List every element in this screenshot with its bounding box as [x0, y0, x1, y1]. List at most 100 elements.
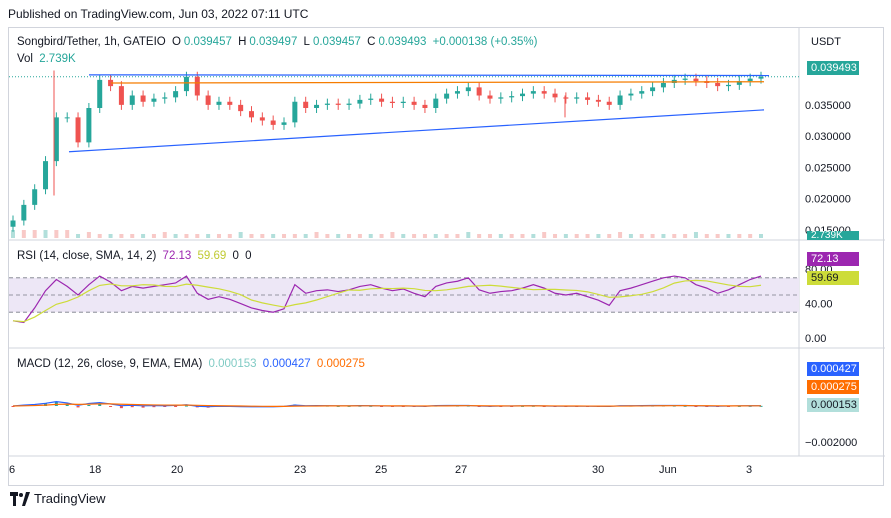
macd-histogram-bar	[174, 406, 178, 407]
candle-body	[75, 117, 81, 143]
price-axis-label: 0.025000	[805, 162, 851, 174]
volume-bar	[119, 234, 124, 238]
macd-histogram-bar	[683, 405, 687, 407]
candle-body	[541, 91, 547, 94]
volume-bar	[498, 234, 503, 238]
rsi-sma-tag: 59.69	[807, 271, 859, 285]
macd-histogram-bar	[163, 406, 167, 407]
volume-bar	[715, 234, 720, 238]
volume-bar	[292, 234, 297, 238]
macd-histogram-bar	[130, 406, 134, 408]
macd-signal-line	[12, 403, 762, 407]
volume-bar	[195, 234, 200, 238]
volume-bar	[596, 234, 601, 238]
high-value: 0.039497	[249, 36, 298, 48]
volume-bar	[86, 232, 91, 238]
rsi-axis-label: 40.00	[805, 299, 833, 311]
rsi-extra-2: 0	[245, 250, 252, 262]
volume-bar	[390, 232, 395, 238]
macd-histogram-bar	[184, 405, 188, 407]
candle-body	[509, 96, 515, 98]
volume-bar	[455, 234, 460, 238]
candle-body	[162, 97, 168, 99]
candle-body	[97, 79, 103, 108]
candle-body	[617, 95, 623, 105]
volume-bar	[520, 234, 525, 238]
price-axis-label: 0.030000	[805, 131, 851, 143]
candle-body	[736, 81, 742, 85]
time-axis-label: 30	[592, 464, 604, 476]
time-axis-label: 23	[294, 464, 306, 476]
volume-bar	[43, 230, 48, 238]
volume-bar	[726, 234, 731, 238]
volume-bar	[249, 234, 254, 238]
time-axis-label: 20	[171, 464, 183, 476]
candle-body	[628, 93, 634, 96]
volume-tag: 2.739K	[807, 231, 859, 240]
candle-body	[21, 204, 27, 221]
open-value: 0.039457	[183, 36, 232, 48]
rsi-axis-label: 0.00	[805, 333, 826, 345]
volume-bar	[314, 232, 319, 238]
candle-body	[552, 93, 558, 98]
candle-body	[118, 86, 124, 105]
candle-body	[530, 91, 536, 94]
macd-histogram-bar	[694, 406, 698, 407]
macd-legend: MACD (12, 26, close, 9, EMA, EMA) 0.0001…	[17, 358, 368, 370]
volume-bar	[21, 230, 26, 238]
time-axis-label: 25	[375, 464, 387, 476]
macd-histogram-bar	[87, 405, 91, 407]
symbol-title: Songbird/Tether, 1h, GATEIO	[17, 36, 166, 48]
macd-histogram-bar	[119, 406, 123, 409]
volume-bar	[759, 234, 763, 238]
candle-body	[379, 98, 385, 102]
candle-body	[64, 117, 70, 119]
volume-bar	[683, 234, 688, 238]
candle-body	[639, 91, 645, 94]
candle-body	[292, 101, 298, 123]
volume-bar	[206, 234, 211, 238]
macd-histogram-bar	[76, 406, 80, 408]
macd-title: MACD (12, 26, close, 9, EMA, EMA)	[17, 358, 203, 370]
close-label: C	[367, 36, 376, 48]
time-axis-label: 18	[89, 464, 101, 476]
candle-body	[216, 101, 222, 105]
candle-body	[487, 95, 493, 99]
macd-line-value: 0.000427	[262, 358, 311, 370]
candle-body	[43, 161, 49, 190]
candle-body	[444, 93, 450, 99]
volume-bar	[141, 234, 146, 238]
volume-bar	[607, 234, 612, 238]
volume-bar	[477, 234, 482, 238]
candle-body	[595, 99, 601, 102]
time-axis-label: 6	[9, 464, 15, 476]
candle-body	[400, 101, 406, 103]
volume-bar	[433, 234, 438, 238]
volume-bar	[282, 234, 287, 238]
candle-body	[725, 84, 731, 87]
volume-bar	[704, 234, 709, 238]
candle-body	[465, 87, 471, 92]
time-axis-label: 3	[746, 464, 752, 476]
volume-bar	[151, 234, 156, 238]
candle-body	[270, 120, 276, 125]
candle-body	[498, 97, 504, 99]
volume-bar	[574, 234, 579, 238]
volume-bar	[379, 234, 384, 238]
candle-body	[335, 103, 341, 105]
volume-bar	[509, 234, 514, 238]
candle-body	[314, 104, 320, 108]
chart-canvas[interactable]: 0.0350000.0300000.0250000.0200000.015000…	[9, 28, 885, 487]
chart-frame[interactable]: 0.0350000.0300000.0250000.0200000.015000…	[8, 27, 885, 487]
volume-bar	[11, 230, 15, 238]
candle-body	[183, 76, 189, 92]
high-label: H	[238, 36, 247, 48]
volume-bar	[347, 234, 352, 238]
macd-hist-tag: 0.000153	[807, 398, 859, 412]
tradingview-footer[interactable]: TradingView	[10, 491, 106, 506]
volume-bar	[422, 234, 427, 238]
volume-bar	[32, 230, 37, 238]
volume-bar	[238, 232, 243, 238]
low-label: L	[303, 36, 310, 48]
